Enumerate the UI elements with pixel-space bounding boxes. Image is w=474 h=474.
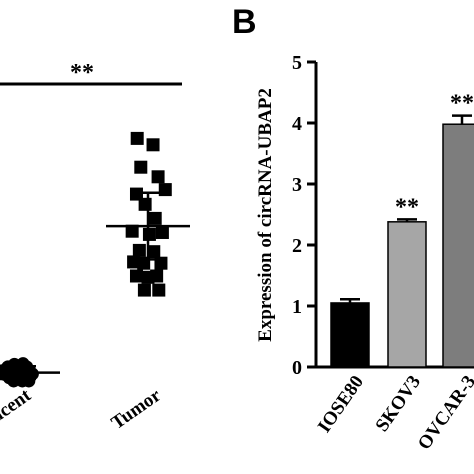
panel-a-scatter: ** Adjacent Tumor	[0, 60, 190, 444]
y-tick-label: 3	[292, 174, 302, 196]
y-tick-label: 1	[292, 296, 302, 318]
significance-label: **	[395, 194, 419, 220]
data-point	[152, 283, 166, 297]
data-point	[155, 225, 169, 239]
data-point	[146, 138, 160, 152]
data-point	[22, 374, 36, 388]
data-point	[132, 243, 146, 257]
data-point	[129, 269, 143, 283]
bar	[387, 221, 427, 368]
data-point	[137, 283, 151, 297]
data-point	[130, 131, 144, 145]
data-point	[125, 224, 139, 238]
y-ticks: 0 1 2 3 4 5	[292, 52, 316, 379]
x-tick-label: SKOV3	[372, 372, 426, 436]
error-bars	[0, 191, 190, 381]
panel-label: B	[232, 3, 257, 41]
data-point	[142, 227, 156, 241]
x-tick-label: Adjacent	[0, 385, 35, 445]
data-point	[158, 183, 172, 197]
significance-label: **	[450, 91, 474, 117]
y-tick-label: 2	[292, 235, 302, 257]
data-point	[147, 245, 161, 259]
data-point	[150, 269, 164, 283]
bar	[330, 302, 370, 368]
data-point	[129, 187, 143, 201]
y-axis-label: Expression of circRNA-UBAP2	[255, 88, 276, 342]
x-tick-label: IOSE80	[314, 372, 368, 437]
bar	[442, 123, 474, 368]
bars: ** **	[330, 91, 474, 368]
significance-label: **	[70, 60, 94, 86]
data-point	[134, 160, 148, 174]
x-tick-label: Tumor	[108, 385, 166, 434]
y-tick-label: 5	[292, 52, 302, 74]
x-tick-labels: Adjacent Tumor	[0, 385, 165, 445]
data-point	[148, 211, 162, 225]
y-tick-label: 0	[292, 357, 302, 379]
data-point	[151, 170, 165, 184]
y-tick-label: 4	[292, 113, 302, 135]
data-point	[138, 197, 152, 211]
